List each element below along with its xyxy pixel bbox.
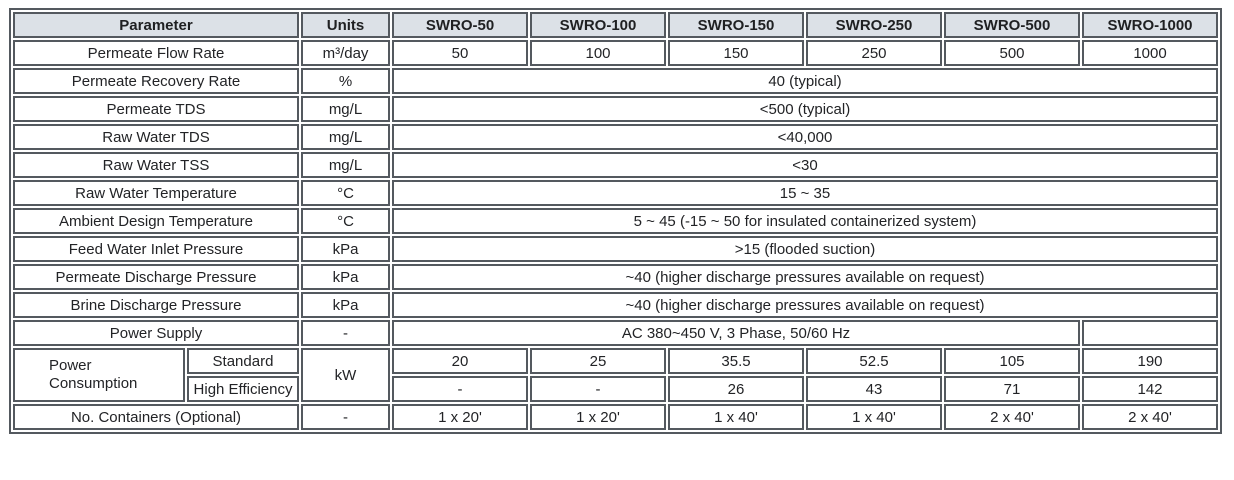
unit-permeate-tds: mg/L <box>301 96 390 122</box>
unit-raw-water-tss: mg/L <box>301 152 390 178</box>
sub-label-high-efficiency: High Efficiency <box>187 376 299 402</box>
value-cell: 25 <box>530 348 666 374</box>
datasheet-page: Parameter Units SWRO-50 SWRO-100 SWRO-15… <box>9 8 1222 434</box>
row-label-permeate-discharge-pressure: Permeate Discharge Pressure <box>13 264 299 290</box>
row-permeate-tds: Permeate TDS mg/L <500 (typical) <box>13 96 1218 122</box>
value-cell: 142 <box>1082 376 1218 402</box>
sub-label-standard: Standard <box>187 348 299 374</box>
row-feed-water-inlet-pressure: Feed Water Inlet Pressure kPa >15 (flood… <box>13 236 1218 262</box>
row-power-consumption-standard: Power Consumption Standard kW 20 25 35.5… <box>13 348 1218 402</box>
row-label-ambient-design-temperature: Ambient Design Temperature <box>13 208 299 234</box>
value-cell-merged: 40 (typical) <box>392 68 1218 94</box>
row-label-no-containers: No. Containers (Optional) <box>13 404 299 430</box>
value-cell: 1 x 20' <box>392 404 528 430</box>
value-cell: 20 <box>392 348 528 374</box>
value-cell: 2 x 40' <box>944 404 1080 430</box>
row-raw-water-tds: Raw Water TDS mg/L <40,000 <box>13 124 1218 150</box>
swro-spec-table: Parameter Units SWRO-50 SWRO-100 SWRO-15… <box>9 8 1222 434</box>
row-label-feed-water-inlet-pressure: Feed Water Inlet Pressure <box>13 236 299 262</box>
value-cell-merged: <40,000 <box>392 124 1218 150</box>
row-label-power-supply: Power Supply <box>13 320 299 346</box>
row-permeate-discharge-pressure: Permeate Discharge Pressure kPa ~40 (hig… <box>13 264 1218 290</box>
value-cell: 190 <box>1082 348 1218 374</box>
header-model-swro-500: SWRO-500 <box>944 12 1080 38</box>
value-cell-merged: <500 (typical) <box>392 96 1218 122</box>
value-cell-merged: <30 <box>392 152 1218 178</box>
value-cell: 52.5 <box>806 348 942 374</box>
power-consumption-label-text: Power Consumption <box>49 357 138 392</box>
row-power-consumption-high-efficiency: High Efficiency - - 26 43 71 142 <box>13 376 1218 402</box>
value-cell-merged: ~40 (higher discharge pressures availabl… <box>392 264 1218 290</box>
value-cell: 1000 <box>1082 40 1218 66</box>
header-model-swro-250: SWRO-250 <box>806 12 942 38</box>
header-model-swro-100: SWRO-100 <box>530 12 666 38</box>
row-raw-water-temperature: Raw Water Temperature °C 15 ~ 35 <box>13 180 1218 206</box>
value-cell: 26 <box>668 376 804 402</box>
row-label-raw-water-tss: Raw Water TSS <box>13 152 299 178</box>
unit-power-supply: - <box>301 320 390 346</box>
unit-permeate-flow-rate: m³/day <box>301 40 390 66</box>
value-cell: - <box>530 376 666 402</box>
header-row: Parameter Units SWRO-50 SWRO-100 SWRO-15… <box>13 12 1218 38</box>
unit-brine-discharge-pressure: kPa <box>301 292 390 318</box>
value-cell: 100 <box>530 40 666 66</box>
value-cell: 1 x 40' <box>806 404 942 430</box>
row-ambient-design-temperature: Ambient Design Temperature °C 5 ~ 45 (-1… <box>13 208 1218 234</box>
unit-feed-water-inlet-pressure: kPa <box>301 236 390 262</box>
value-cell: 1 x 40' <box>668 404 804 430</box>
row-permeate-recovery-rate: Permeate Recovery Rate % 40 (typical) <box>13 68 1218 94</box>
value-cell: 43 <box>806 376 942 402</box>
header-parameter: Parameter <box>13 12 299 38</box>
value-cell-merged: 5 ~ 45 (-15 ~ 50 for insulated container… <box>392 208 1218 234</box>
row-label-power-consumption: Power Consumption <box>13 348 185 402</box>
row-brine-discharge-pressure: Brine Discharge Pressure kPa ~40 (higher… <box>13 292 1218 318</box>
value-cell-merged: 15 ~ 35 <box>392 180 1218 206</box>
row-raw-water-tss: Raw Water TSS mg/L <30 <box>13 152 1218 178</box>
row-label-permeate-tds: Permeate TDS <box>13 96 299 122</box>
header-model-swro-1000: SWRO-1000 <box>1082 12 1218 38</box>
value-cell-merged-power-supply: AC 380~450 V, 3 Phase, 50/60 Hz <box>392 320 1080 346</box>
row-label-permeate-flow-rate: Permeate Flow Rate <box>13 40 299 66</box>
unit-ambient-design-temperature: °C <box>301 208 390 234</box>
value-cell: 50 <box>392 40 528 66</box>
row-label-raw-water-tds: Raw Water TDS <box>13 124 299 150</box>
value-cell: 35.5 <box>668 348 804 374</box>
row-power-supply: Power Supply - AC 380~450 V, 3 Phase, 50… <box>13 320 1218 346</box>
header-model-swro-150: SWRO-150 <box>668 12 804 38</box>
unit-power-consumption: kW <box>301 348 390 402</box>
row-permeate-flow-rate: Permeate Flow Rate m³/day 50 100 150 250… <box>13 40 1218 66</box>
value-cell: 150 <box>668 40 804 66</box>
row-label-raw-water-temperature: Raw Water Temperature <box>13 180 299 206</box>
row-label-permeate-recovery-rate: Permeate Recovery Rate <box>13 68 299 94</box>
power-supply-swro-1000-empty-cell <box>1082 320 1218 346</box>
value-cell: - <box>392 376 528 402</box>
value-cell: 2 x 40' <box>1082 404 1218 430</box>
value-cell-merged: >15 (flooded suction) <box>392 236 1218 262</box>
unit-permeate-recovery-rate: % <box>301 68 390 94</box>
value-cell: 1 x 20' <box>530 404 666 430</box>
row-label-brine-discharge-pressure: Brine Discharge Pressure <box>13 292 299 318</box>
header-units: Units <box>301 12 390 38</box>
value-cell: 105 <box>944 348 1080 374</box>
row-no-containers: No. Containers (Optional) - 1 x 20' 1 x … <box>13 404 1218 430</box>
unit-raw-water-temperature: °C <box>301 180 390 206</box>
unit-raw-water-tds: mg/L <box>301 124 390 150</box>
unit-permeate-discharge-pressure: kPa <box>301 264 390 290</box>
header-model-swro-50: SWRO-50 <box>392 12 528 38</box>
value-cell: 71 <box>944 376 1080 402</box>
value-cell: 250 <box>806 40 942 66</box>
value-cell: 500 <box>944 40 1080 66</box>
value-cell-merged: ~40 (higher discharge pressures availabl… <box>392 292 1218 318</box>
unit-no-containers: - <box>301 404 390 430</box>
